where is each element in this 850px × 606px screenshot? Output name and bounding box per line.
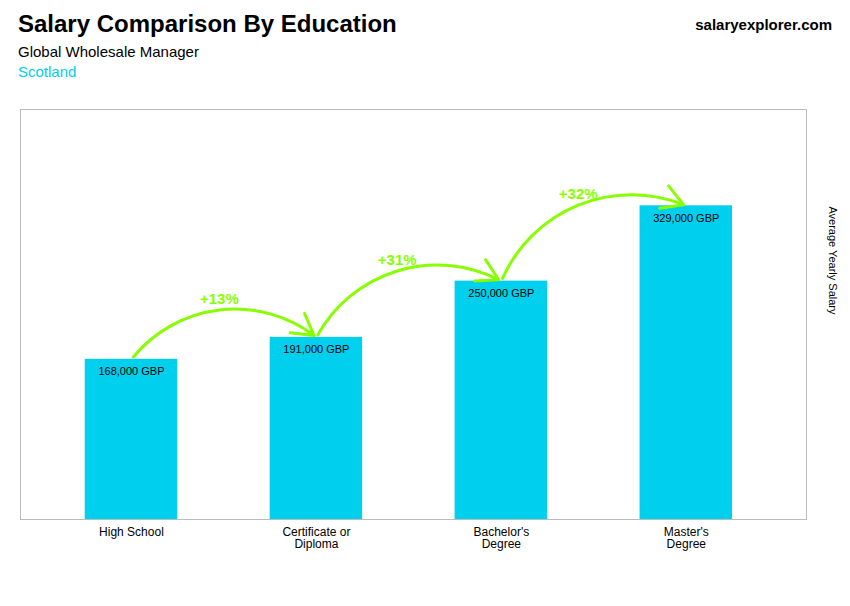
svg-text:+13%: +13%: [200, 290, 239, 307]
svg-text:+32%: +32%: [559, 185, 598, 202]
svg-text:Master'sDegree: Master'sDegree: [664, 525, 709, 551]
html-text:Global Wholesale Manager: Global Wholesale Manager: [18, 42, 199, 60]
html-text:salaryexplorer.com: salaryexplorer.com: [695, 16, 832, 33]
svg-text:+31%: +31%: [378, 251, 417, 268]
svg-text:191,000 GBP: 191,000 GBP: [283, 343, 349, 355]
html-text:Salary Comparison By Education: Salary Comparison By Education: [18, 10, 397, 37]
svg-text:Certificate orDiploma: Certificate orDiploma: [282, 525, 350, 551]
svg-text:168,000 GBP: 168,000 GBP: [98, 365, 164, 377]
svg-text:High School: High School: [99, 525, 164, 539]
svg-text:329,000 GBP: 329,000 GBP: [653, 211, 719, 223]
svg-text:250,000 GBP: 250,000 GBP: [468, 287, 534, 299]
html-text:Scotland: Scotland: [18, 62, 77, 80]
svg-text:Bachelor'sDegree: Bachelor'sDegree: [474, 525, 530, 551]
svg-text:Average Yearly Salary: Average Yearly Salary: [827, 206, 839, 315]
